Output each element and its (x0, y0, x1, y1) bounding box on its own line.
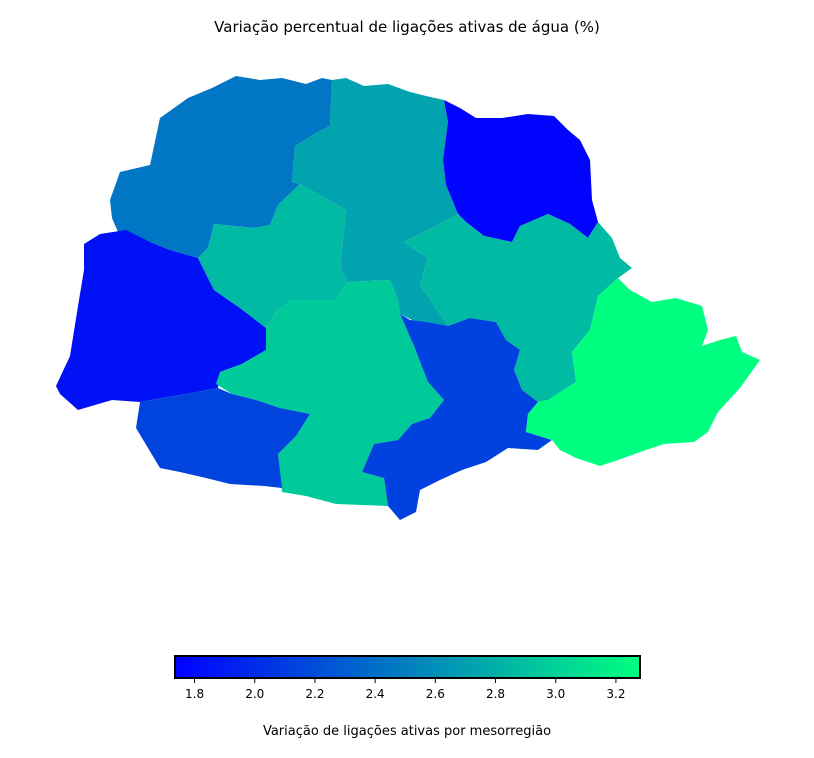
region-centro-sul[interactable] (216, 280, 444, 506)
colorbar-tick-label: 2.8 (486, 687, 505, 701)
region-norte-central[interactable] (292, 78, 458, 330)
region-centro-oriental[interactable] (404, 214, 632, 402)
region-centro-ocidental[interactable] (198, 184, 348, 328)
parana-map (56, 76, 760, 520)
colorbar-tick-label: 1.8 (185, 687, 204, 701)
region-norte-pioneiro[interactable] (443, 100, 598, 242)
region-noroeste[interactable] (110, 76, 332, 258)
colorbar-ticks: 1.8 2.0 2.2 2.4 2.6 2.8 3.0 3.2 (185, 678, 625, 701)
colorbar-label: Variação de ligações ativas por mesorreg… (263, 724, 551, 739)
colorbar-tick-label: 2.0 (245, 687, 264, 701)
colorbar-tick-label: 3.2 (606, 687, 625, 701)
colorbar-tick-label: 2.2 (305, 687, 324, 701)
colorbar-tick-label: 2.6 (426, 687, 445, 701)
colorbar-tick-label: 3.0 (546, 687, 565, 701)
region-oeste[interactable] (56, 230, 266, 410)
colorbar-gradient (174, 655, 641, 679)
region-sudoeste[interactable] (136, 388, 310, 488)
map-title: Variação percentual de ligações ativas d… (214, 18, 600, 36)
region-sudeste[interactable] (362, 314, 552, 520)
colorbar-tick-label: 2.4 (366, 687, 385, 701)
region-metropolitana[interactable] (526, 278, 760, 466)
